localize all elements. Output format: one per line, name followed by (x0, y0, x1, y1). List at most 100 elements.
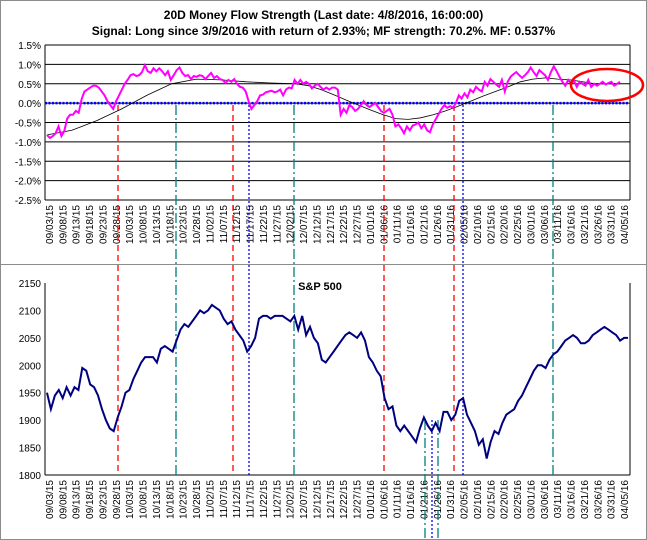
top-x-tick-label: 03/16/16 (567, 205, 578, 244)
top-x-tick-label: 09/03/15 (45, 205, 56, 244)
bottom-x-tick-label: 10/03/15 (125, 480, 136, 519)
top-x-tick-label: 03/26/16 (593, 205, 604, 244)
top-x-tick-label: 01/31/16 (446, 205, 457, 244)
bottom-y-tick-label: 2150 (19, 279, 42, 290)
bottom-x-tick-label: 02/25/16 (513, 480, 524, 519)
top-x-tick-label: 11/22/15 (259, 205, 270, 244)
bottom-y-tick-label: 1850 (19, 444, 42, 455)
top-x-tick-label: 11/12/15 (232, 205, 243, 244)
top-x-tick-label: 03/31/16 (607, 205, 618, 244)
top-x-tick-label: 02/10/16 (473, 205, 484, 244)
sp500-line (46, 303, 628, 459)
top-x-tick-label: 03/11/16 (553, 205, 564, 244)
bottom-x-tick-label: 12/12/15 (312, 480, 323, 519)
top-x-tick-label: 02/25/16 (513, 205, 524, 244)
bottom-x-tick-label: 02/10/16 (473, 480, 484, 519)
top-x-tick-label: 09/28/15 (112, 205, 123, 244)
bottom-x-tick-label: 04/05/16 (620, 480, 631, 519)
top-x-tick-label: 01/26/16 (433, 205, 444, 244)
top-y-tick-label: -1.0% (15, 138, 41, 149)
bottom-x-tick-label: 09/03/15 (45, 480, 56, 519)
chart-title: 20D Money Flow Strength (Last date: 4/8/… (163, 8, 484, 22)
top-x-tick-label: 09/18/15 (85, 205, 96, 244)
top-y-tick-label: -2.5% (15, 196, 41, 207)
top-x-tick-label: 03/21/16 (580, 205, 591, 244)
money-flow-line (46, 62, 621, 140)
bottom-x-tick-label: 12/22/15 (339, 480, 350, 519)
top-x-tick-label: 12/02/15 (286, 205, 297, 244)
top-x-tick-label: 02/20/16 (500, 205, 511, 244)
bottom-y-tick-label: 2050 (19, 334, 42, 345)
chart-subtitle: Signal: Long since 3/9/2016 with return … (91, 24, 556, 38)
top-x-tick-label: 01/01/16 (366, 205, 377, 244)
top-x-tick-label: 12/17/15 (326, 205, 337, 244)
top-x-tick-label: 11/17/15 (246, 205, 257, 244)
bottom-x-tick-label: 09/23/15 (98, 480, 109, 519)
bottom-x-tick-label: 11/02/15 (205, 480, 216, 519)
top-x-tick-label: 01/06/16 (379, 205, 390, 244)
sp500-title: S&P 500 (298, 281, 342, 293)
bottom-x-tick-label: 03/16/16 (567, 480, 578, 519)
bottom-x-tick-label: 03/31/16 (607, 480, 618, 519)
bottom-x-tick-label: 12/27/15 (353, 480, 364, 519)
bottom-x-tick-label: 10/28/15 (192, 480, 203, 519)
mf-moving-average-line (46, 77, 620, 136)
bottom-x-tick-label: 12/17/15 (326, 480, 337, 519)
bottom-x-tick-label: 09/08/15 (58, 480, 69, 519)
top-x-tick-label: 09/08/15 (58, 205, 69, 244)
bottom-x-tick-label: 12/02/15 (286, 480, 297, 519)
bottom-x-tick-label: 11/12/15 (232, 480, 243, 519)
bottom-y-tick-label: 1800 (19, 471, 42, 482)
bottom-y-tick-label: 1950 (19, 389, 42, 400)
bottom-x-tick-label: 09/13/15 (72, 480, 83, 519)
bottom-x-tick-label: 11/07/15 (219, 480, 230, 519)
top-y-tick-label: -1.5% (15, 157, 41, 168)
bottom-x-tick-label: 09/28/15 (112, 480, 123, 519)
top-x-tick-label: 11/02/15 (205, 205, 216, 244)
top-x-tick-label: 11/27/15 (272, 205, 283, 244)
top-x-tick-label: 12/22/15 (339, 205, 350, 244)
top-y-tick-label: 1.0% (18, 60, 41, 71)
bottom-x-tick-label: 02/20/16 (500, 480, 511, 519)
top-x-tick-label: 10/13/15 (152, 205, 163, 244)
top-x-tick-label: 02/15/16 (486, 205, 497, 244)
bottom-x-tick-label: 03/11/16 (553, 480, 564, 519)
bottom-x-tick-label: 10/13/15 (152, 480, 163, 519)
top-x-tick-label: 01/11/16 (393, 205, 404, 244)
bottom-y-tick-label: 1900 (19, 416, 42, 427)
bottom-x-tick-label: 12/07/15 (299, 480, 310, 519)
top-x-tick-label: 10/08/15 (139, 205, 150, 244)
bottom-x-tick-label: 01/31/16 (446, 480, 457, 519)
bottom-x-tick-label: 11/27/15 (272, 480, 283, 519)
highlight-circle (569, 67, 645, 103)
top-x-tick-label: 12/07/15 (299, 205, 310, 244)
top-x-tick-label: 04/05/16 (620, 205, 631, 244)
bottom-x-tick-label: 03/26/16 (593, 480, 604, 519)
top-x-tick-label: 10/28/15 (192, 205, 203, 244)
bottom-x-tick-label: 02/05/16 (460, 480, 471, 519)
top-x-tick-label: 01/16/16 (406, 205, 417, 244)
top-y-tick-label: 1.5% (18, 41, 41, 52)
top-x-tick-label: 03/01/16 (526, 205, 537, 244)
top-x-tick-label: 02/05/16 (460, 205, 471, 244)
top-x-tick-label: 10/23/15 (179, 205, 190, 244)
bottom-x-tick-label: 11/17/15 (246, 480, 257, 519)
top-x-tick-label: 11/07/15 (219, 205, 230, 244)
bottom-x-tick-label: 01/06/16 (379, 480, 390, 519)
bottom-y-tick-label: 2100 (19, 306, 42, 317)
panel-divider (1, 264, 646, 265)
top-x-tick-label: 09/23/15 (98, 205, 109, 244)
bottom-x-tick-label: 09/18/15 (85, 480, 96, 519)
top-y-tick-label: -0.5% (15, 119, 41, 130)
top-x-tick-label: 09/13/15 (72, 205, 83, 244)
bottom-x-tick-label: 02/15/16 (486, 480, 497, 519)
bottom-x-tick-label: 11/22/15 (259, 480, 270, 519)
top-y-tick-label: 0.0% (18, 99, 41, 110)
bottom-x-tick-label: 10/18/15 (165, 480, 176, 519)
top-x-tick-label: 12/27/15 (353, 205, 364, 244)
top-x-tick-label: 03/06/16 (540, 205, 551, 244)
top-x-tick-label: 10/03/15 (125, 205, 136, 244)
bottom-x-tick-label: 10/08/15 (139, 480, 150, 519)
bottom-y-tick-label: 2000 (19, 361, 42, 372)
